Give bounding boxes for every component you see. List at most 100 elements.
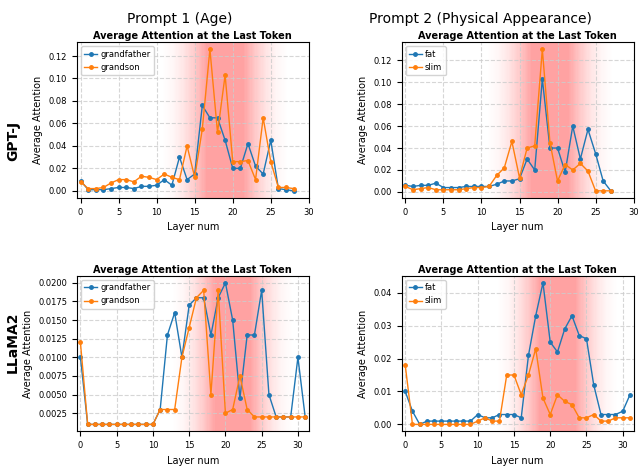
slim [577,160,584,166]
Bar [529,42,572,198]
grandfather [229,166,237,171]
grandfather [207,332,215,338]
slim [626,415,634,421]
Bar [534,276,580,431]
grandfather [84,187,92,193]
Bar [200,276,265,431]
Bar [196,42,254,198]
slim [561,399,568,404]
Bar [515,276,600,431]
Bar [521,42,579,198]
fat [516,176,524,182]
grandson [251,414,259,420]
Bar [497,42,602,198]
Bar [214,276,251,431]
fat [584,127,592,132]
fat [554,145,561,151]
Bar [530,42,570,198]
grandfather [145,183,153,189]
Bar [204,276,261,431]
Bar [202,276,264,431]
Bar [520,276,595,431]
Legend: fat, slim: fat, slim [406,46,445,75]
Bar [508,42,593,198]
fat [409,184,417,189]
Line: grandson: grandson [79,288,307,426]
Bar [200,42,250,198]
Bar [185,276,280,431]
Bar [193,276,272,431]
Bar [506,42,594,198]
Bar [510,276,605,431]
Bar [177,276,289,431]
grandfather [221,137,229,143]
grandson [84,186,92,191]
grandfather [164,332,172,338]
Bar [173,42,278,198]
Bar [184,276,282,431]
grandson [282,185,290,190]
Bar [515,42,585,198]
Bar [498,276,617,431]
fat [460,418,467,424]
grandson [115,177,122,182]
Bar [213,276,252,431]
slim [481,415,489,421]
Bar [518,42,581,198]
Bar [172,276,293,431]
grandson [122,177,130,182]
fat [495,412,503,417]
Line: slim: slim [404,47,612,193]
fat [619,408,627,414]
slim [612,415,620,421]
grandson [120,422,128,427]
fat [470,184,477,189]
slim [510,372,518,378]
Bar [531,42,569,198]
Bar [192,276,273,431]
grandson [175,177,183,182]
slim [568,402,576,408]
grandson [138,174,145,179]
grandson [77,340,84,345]
grandson [134,422,142,427]
fat [582,336,590,341]
Bar [500,276,614,431]
fat [546,145,554,151]
Bar [496,276,619,431]
Bar [193,42,258,198]
Bar [175,276,290,431]
grandfather [243,332,251,338]
slim [424,185,432,190]
grandfather [156,407,164,412]
Bar [536,276,579,431]
slim [455,187,463,193]
Bar [162,42,289,198]
Bar [180,276,285,431]
Bar [205,276,260,431]
Bar [194,42,257,198]
Bar [505,276,610,431]
grandfather [149,422,157,427]
Bar [529,276,586,431]
fat [626,392,634,398]
slim [597,418,605,424]
grandson [267,159,275,165]
fat [416,422,424,427]
fat [424,182,432,188]
Bar [537,276,578,431]
Bar [509,276,606,431]
Bar [201,42,249,198]
Y-axis label: Average Attention: Average Attention [358,76,368,164]
Bar [169,42,281,198]
grandson [214,287,222,293]
Bar [538,276,577,431]
fat [524,156,531,162]
Bar [500,42,600,198]
grandson [191,174,198,180]
slim [569,167,577,173]
slim [582,415,590,421]
slim [516,175,524,181]
Bar [175,42,275,198]
Bar [513,42,588,198]
